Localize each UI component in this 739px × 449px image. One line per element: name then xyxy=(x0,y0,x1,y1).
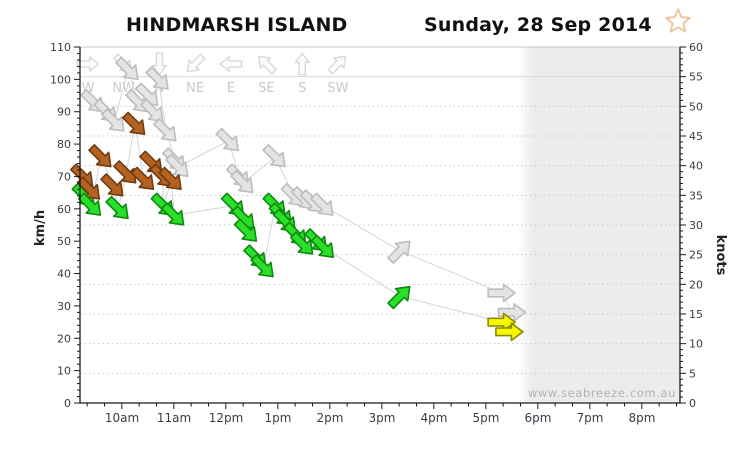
wind-arrow-nw xyxy=(310,192,334,216)
left-axis-kmh: 0 10 20 30 40 50 60 70 80 90 100 110 km/h xyxy=(33,41,80,410)
x-tick-label: 3pm xyxy=(369,411,396,425)
today-series xyxy=(69,111,524,342)
wind-arrow-nw xyxy=(250,254,274,278)
wind-arrow-nw xyxy=(100,173,124,197)
right-axis-title: knots xyxy=(713,235,728,276)
x-tick-label: 6pm xyxy=(525,411,552,425)
graph-date: Sunday, 28 Sep 2014 xyxy=(424,14,652,36)
wind-arrow-nw xyxy=(289,231,314,255)
x-tick-label: 12pm xyxy=(209,411,244,425)
legend-label-s: S xyxy=(298,81,306,96)
favourite-star-icon[interactable] xyxy=(662,5,694,37)
wind-arrow-nw xyxy=(153,118,177,142)
wind-arrow-nw xyxy=(145,66,169,90)
wind-arrow-nw xyxy=(105,195,129,220)
legend-label-e: E xyxy=(227,81,235,96)
legend-w-arrow-icon xyxy=(76,55,101,73)
svg-text:60: 60 xyxy=(57,203,71,216)
legend-e-arrow-icon xyxy=(218,55,243,73)
wind-arrow-sw xyxy=(387,285,411,310)
wind-arrow-w xyxy=(487,312,516,332)
legend-ne-arrow-icon xyxy=(186,53,206,73)
legend-label-ne: NE xyxy=(186,81,204,96)
svg-text:110: 110 xyxy=(50,41,71,54)
svg-text:100: 100 xyxy=(50,73,71,86)
svg-text:30: 30 xyxy=(689,219,703,232)
x-tick-label: 10am xyxy=(105,411,139,425)
wind-arrow-nw xyxy=(140,98,164,123)
wind-arrow-nw xyxy=(115,56,139,81)
svg-text:45: 45 xyxy=(689,130,703,143)
svg-text:15: 15 xyxy=(689,308,703,321)
svg-text:80: 80 xyxy=(57,138,71,151)
wind-arrow-nw xyxy=(130,166,155,191)
wind-arrow-sw xyxy=(387,240,411,264)
x-tick-label: 8pm xyxy=(629,411,656,425)
wind-arrow-nw xyxy=(215,127,239,152)
legend-s-arrow-icon xyxy=(293,51,311,76)
wind-arrow-w xyxy=(487,283,516,303)
x-axis-time: 10am 11am 12pm 1pm 2pm 3pm 4pm 5pm 6pm 7pm 8pm xyxy=(86,403,677,425)
x-tick-label: 4pm xyxy=(421,411,448,425)
wind-arrow-nw xyxy=(88,144,112,168)
legend-se-arrow-icon xyxy=(258,55,278,75)
x-tick-label: 2pm xyxy=(317,411,344,425)
svg-text:25: 25 xyxy=(689,249,703,262)
left-axis-title: km/h xyxy=(33,210,48,246)
x-tick-label: 1pm xyxy=(265,411,292,425)
svg-text:70: 70 xyxy=(57,170,71,183)
svg-text:20: 20 xyxy=(57,332,71,345)
svg-text:40: 40 xyxy=(57,268,71,281)
wind-arrow-nw xyxy=(121,111,146,136)
watermark-text: www.seabreeze.com.au xyxy=(528,386,676,400)
svg-text:40: 40 xyxy=(689,160,703,173)
wind-arrow-nw xyxy=(165,153,189,178)
wind-arrow-nw xyxy=(160,202,185,226)
x-tick-label: 7pm xyxy=(577,411,604,425)
wind-direction-legend: W NW N NE E SE S SW xyxy=(76,51,349,96)
svg-text:90: 90 xyxy=(57,106,71,119)
x-tick-label: 11am xyxy=(157,411,191,425)
wind-arrow-nw xyxy=(158,166,182,191)
wind-arrow-nw xyxy=(310,234,335,259)
svg-text:55: 55 xyxy=(689,71,703,84)
wind-arrow-nw xyxy=(233,218,258,242)
x-tick-label: 5pm xyxy=(473,411,500,425)
wind-arrow-nw xyxy=(113,160,137,184)
wind-arrow-nw xyxy=(101,108,125,132)
svg-text:50: 50 xyxy=(689,100,703,113)
station-name: HINDMARSH ISLAND xyxy=(126,14,348,36)
wind-arrow-nw xyxy=(230,169,254,194)
svg-text:60: 60 xyxy=(689,41,703,54)
wind-arrow-nw xyxy=(262,144,286,168)
legend-sw-arrow-icon xyxy=(327,55,347,75)
svg-text:35: 35 xyxy=(689,189,703,202)
yesterday-series xyxy=(80,56,527,322)
svg-text:50: 50 xyxy=(57,235,71,248)
right-axis-knots: 0 5 10 15 20 25 30 35 40 45 50 55 60 knots xyxy=(680,41,728,410)
wind-arrow-w xyxy=(495,322,524,342)
svg-text:10: 10 xyxy=(57,365,71,378)
svg-text:10: 10 xyxy=(689,338,703,351)
svg-text:20: 20 xyxy=(689,278,703,291)
legend-label-sw: SW xyxy=(327,81,348,96)
svg-text:0: 0 xyxy=(689,397,696,410)
legend-n-arrow-icon xyxy=(151,52,168,77)
svg-text:0: 0 xyxy=(64,397,71,410)
legend-label-se: SE xyxy=(258,81,274,96)
svg-text:5: 5 xyxy=(689,367,696,380)
wind-arrow-w xyxy=(497,302,527,322)
svg-text:30: 30 xyxy=(57,300,71,313)
